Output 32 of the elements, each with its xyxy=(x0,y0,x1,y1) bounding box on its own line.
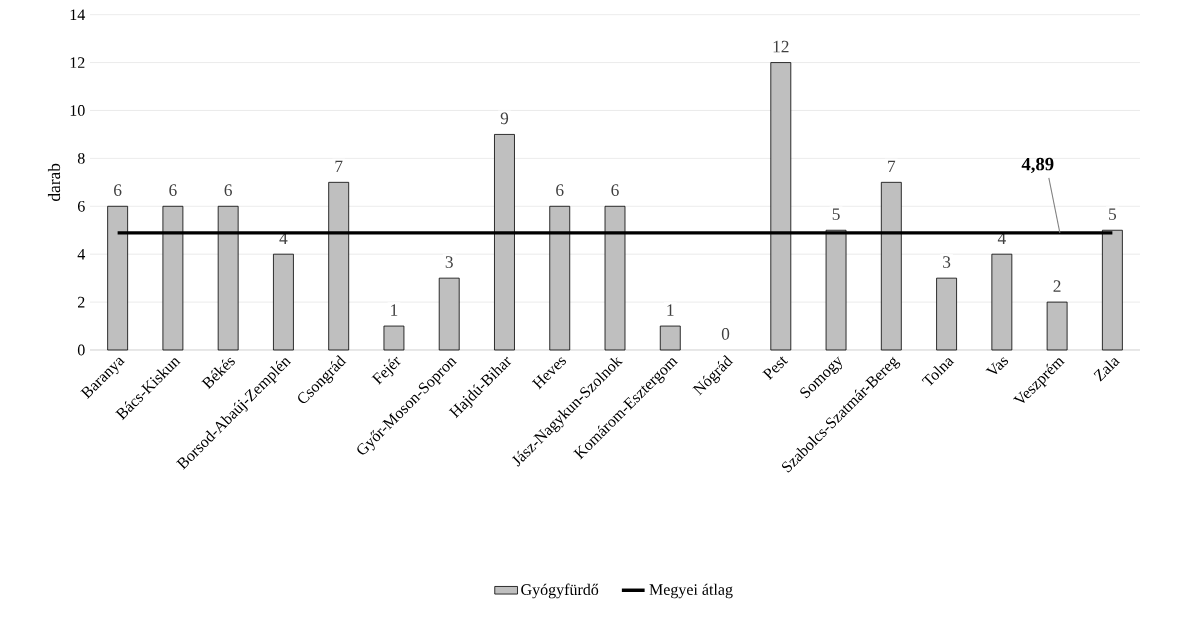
data-label: 5 xyxy=(1109,208,1117,220)
data-label: 1 xyxy=(391,304,398,316)
y-tick-label: 8 xyxy=(77,152,85,164)
data-label: 7 xyxy=(335,160,343,173)
data-label: 0 xyxy=(721,328,730,340)
data-label: 5 xyxy=(832,208,840,220)
data-label: 4 xyxy=(997,232,1006,244)
data-label: 6 xyxy=(224,184,232,197)
y-tick-label: 4 xyxy=(77,248,86,260)
data-label: 6 xyxy=(169,184,177,197)
y-tick-label: 12 xyxy=(70,57,85,68)
data-label: 6 xyxy=(556,184,564,197)
y-tick-label: 14 xyxy=(70,9,86,20)
x-tick-label: Vas xyxy=(985,357,1009,375)
data-label: 1 xyxy=(667,304,674,316)
data-label: 3 xyxy=(943,256,951,268)
data-label: 6 xyxy=(611,184,619,197)
data-label: 7 xyxy=(888,160,896,173)
y-tick-label: 10 xyxy=(70,105,85,116)
data-label: 2 xyxy=(1053,280,1061,292)
legend-label: Gyógyfürdő xyxy=(521,583,599,599)
data-label: 9 xyxy=(500,112,509,125)
data-label: 12 xyxy=(773,40,789,53)
y-tick-label: 0 xyxy=(77,344,85,356)
y-tick-label: 2 xyxy=(78,296,85,308)
x-tick-label: Zala xyxy=(1093,358,1121,382)
data-label: 6 xyxy=(114,184,122,197)
annotation: 4,89 xyxy=(1021,157,1054,174)
y-tick-label: 6 xyxy=(77,200,85,212)
y-axis-title: darab xyxy=(47,163,61,201)
legend-label: Megyei átlag xyxy=(649,583,733,599)
data-label: 3 xyxy=(445,256,453,268)
